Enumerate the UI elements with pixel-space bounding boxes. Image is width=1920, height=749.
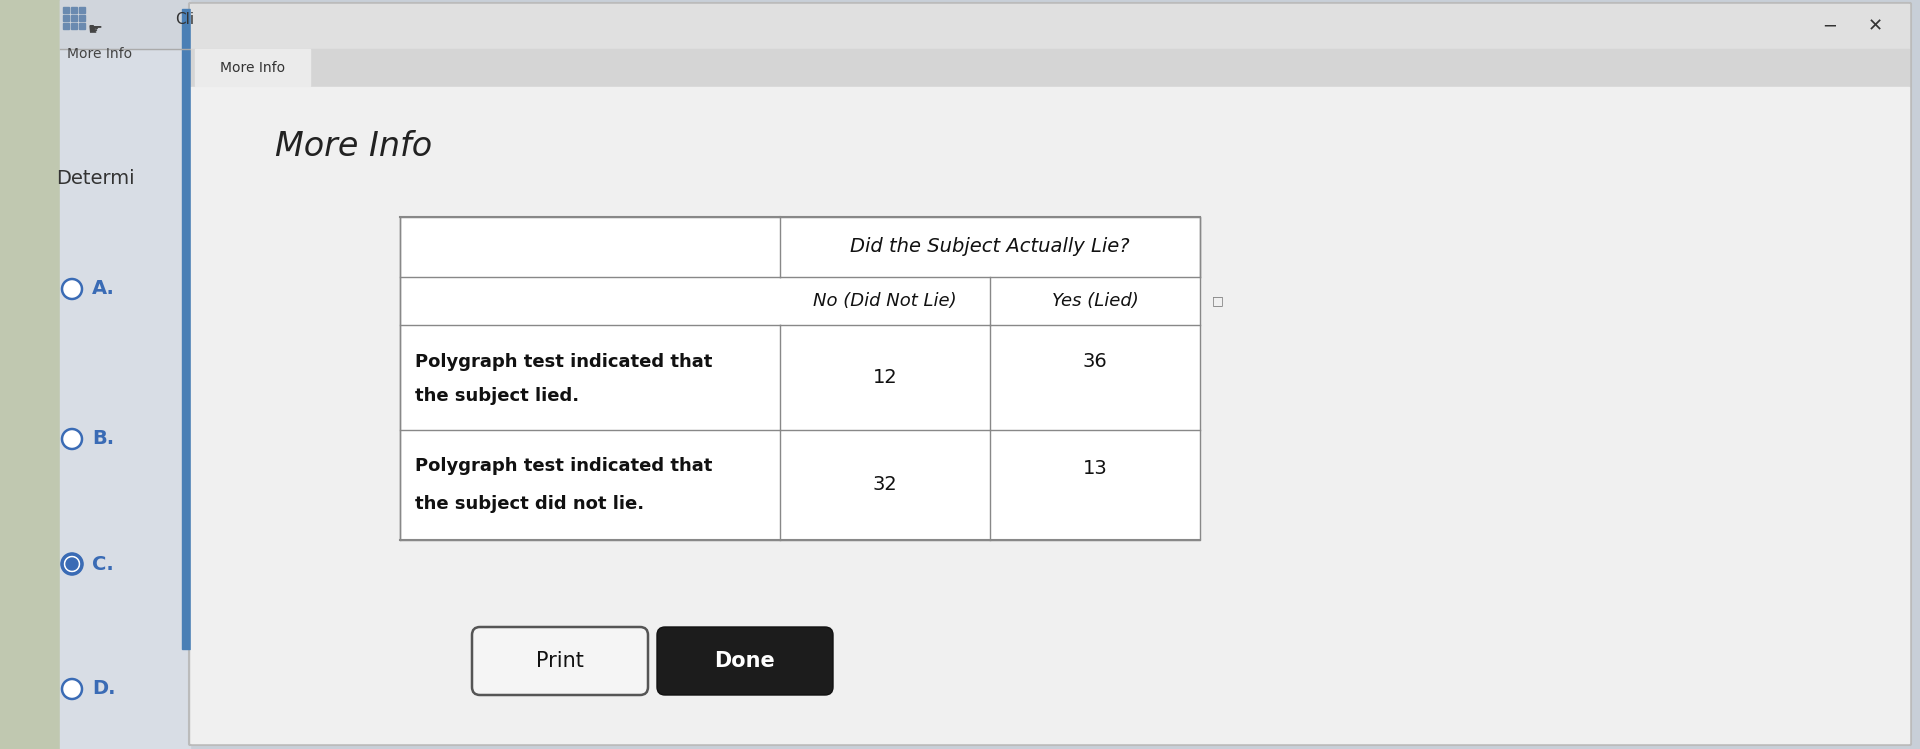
Text: Did the Subject Actually Lie?: Did the Subject Actually Lie? xyxy=(851,237,1129,256)
Text: Yes (Lied): Yes (Lied) xyxy=(1052,292,1139,310)
Text: Done: Done xyxy=(714,651,776,671)
Text: B.: B. xyxy=(92,429,113,449)
Bar xyxy=(190,49,1908,87)
Text: 12: 12 xyxy=(872,368,897,387)
Bar xyxy=(63,23,69,29)
Text: the subject did not lie.: the subject did not lie. xyxy=(415,494,643,513)
Text: ─: ─ xyxy=(1824,17,1836,35)
Bar xyxy=(60,0,190,749)
Bar xyxy=(182,9,190,649)
Circle shape xyxy=(61,554,83,574)
FancyBboxPatch shape xyxy=(472,627,649,695)
Text: the subject lied.: the subject lied. xyxy=(415,387,580,405)
Bar xyxy=(0,0,60,749)
Bar xyxy=(79,23,84,29)
Text: More Info: More Info xyxy=(275,130,432,163)
Text: D.: D. xyxy=(92,679,115,699)
Text: □: □ xyxy=(1212,294,1223,308)
Circle shape xyxy=(61,279,83,299)
FancyBboxPatch shape xyxy=(188,3,1910,745)
Bar xyxy=(63,7,69,13)
Text: More Info: More Info xyxy=(67,47,132,61)
Circle shape xyxy=(65,558,79,570)
Text: Cli: Cli xyxy=(175,11,194,26)
Text: Print: Print xyxy=(536,651,584,671)
Text: 36: 36 xyxy=(1083,352,1108,372)
Text: No (Did Not Lie): No (Did Not Lie) xyxy=(814,292,956,310)
Text: C.: C. xyxy=(92,554,113,574)
Bar xyxy=(60,0,190,49)
Text: Polygraph test indicated that: Polygraph test indicated that xyxy=(415,353,712,371)
Bar xyxy=(190,4,1908,49)
Text: ✕: ✕ xyxy=(1868,17,1884,35)
Circle shape xyxy=(61,429,83,449)
Bar xyxy=(71,15,77,21)
Bar xyxy=(79,15,84,21)
Text: 32: 32 xyxy=(872,476,897,494)
Bar xyxy=(196,49,309,86)
Bar xyxy=(399,217,1200,540)
Bar xyxy=(190,87,1908,743)
Text: Polygraph test indicated that: Polygraph test indicated that xyxy=(415,458,712,476)
Text: Determi: Determi xyxy=(56,169,134,189)
Bar xyxy=(71,23,77,29)
Text: More Info: More Info xyxy=(221,61,286,75)
Text: ☛: ☛ xyxy=(88,20,102,38)
Bar xyxy=(79,7,84,13)
Bar xyxy=(63,15,69,21)
Bar xyxy=(71,7,77,13)
Text: 13: 13 xyxy=(1083,459,1108,478)
Text: A.: A. xyxy=(92,279,115,299)
FancyBboxPatch shape xyxy=(657,627,833,695)
Circle shape xyxy=(61,679,83,699)
